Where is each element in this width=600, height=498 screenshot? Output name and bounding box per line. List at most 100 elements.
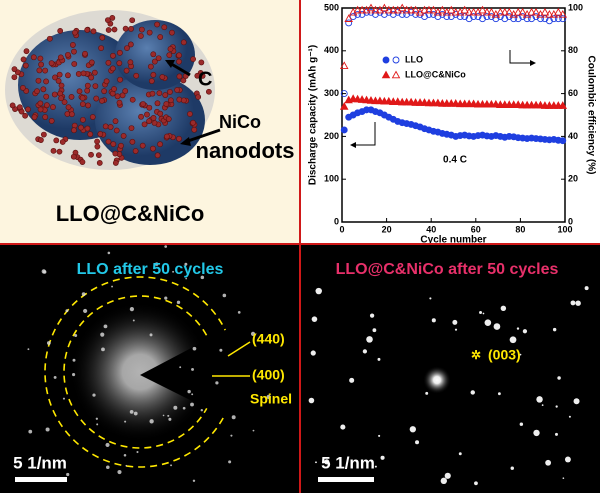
- nanodot: [95, 152, 102, 159]
- point: [366, 3, 376, 12]
- nanodot: [155, 55, 162, 62]
- nanodot: [48, 118, 55, 124]
- point: [447, 5, 456, 14]
- spot: [552, 327, 557, 332]
- spot: [103, 324, 108, 329]
- spot: [315, 461, 317, 464]
- spot: [219, 348, 223, 352]
- nanodot: [30, 54, 37, 61]
- nanodot: [105, 17, 111, 24]
- spot: [409, 426, 416, 433]
- nanodot: [58, 95, 64, 102]
- nanodot: [11, 66, 18, 73]
- nanodot: [180, 77, 187, 84]
- nanodot: [87, 131, 94, 138]
- spot: [493, 323, 501, 330]
- spot: [362, 349, 368, 354]
- point: [380, 10, 388, 18]
- spot: [187, 389, 191, 394]
- nanodot: [72, 29, 78, 36]
- nanodot: [116, 49, 123, 56]
- spot: [192, 479, 196, 482]
- y2-tick-label: 40: [568, 131, 578, 141]
- nanodot: [149, 90, 156, 97]
- spot: [440, 477, 447, 485]
- spot: [519, 422, 524, 426]
- spot: [557, 376, 561, 380]
- x-tick-label: 80: [515, 224, 525, 234]
- nanodot: [169, 29, 175, 36]
- nanodot: [42, 67, 49, 74]
- nanodot: [46, 35, 53, 42]
- nanodot: [79, 101, 86, 108]
- point: [523, 15, 531, 23]
- x-tick-label: 20: [382, 224, 392, 234]
- point: [420, 5, 429, 14]
- point: [438, 10, 446, 18]
- label: NiCo: [219, 112, 261, 132]
- point: [505, 13, 513, 21]
- point: [483, 13, 491, 21]
- point: [340, 126, 348, 134]
- spot: [510, 466, 514, 470]
- center-spot: [423, 366, 451, 394]
- y2-tick-label: 80: [568, 45, 578, 55]
- nanodot: [107, 124, 114, 130]
- nanodot: [70, 42, 76, 48]
- point: [559, 15, 567, 23]
- nanodot: [167, 97, 174, 104]
- spot: [575, 300, 581, 306]
- point: [371, 5, 380, 14]
- point: [528, 15, 535, 23]
- nanodot: [84, 87, 91, 94]
- nanodot: [65, 104, 72, 111]
- nanodot: [56, 71, 63, 78]
- nanodot: [150, 145, 156, 152]
- nanodot: [157, 141, 163, 148]
- spot: [374, 465, 377, 468]
- nanodot: [199, 72, 206, 79]
- nanodot: [9, 102, 16, 109]
- legend-label: LLO: [405, 54, 423, 64]
- point: [406, 5, 416, 14]
- spot: [237, 311, 241, 314]
- spot: [184, 262, 188, 266]
- point: [531, 7, 541, 16]
- point: [344, 14, 353, 22]
- nanodot: [138, 113, 144, 120]
- point: [469, 7, 478, 16]
- spot: [124, 420, 127, 423]
- nanodot: [88, 151, 94, 158]
- chart-bg: [300, 0, 600, 244]
- label: (400): [252, 367, 285, 383]
- label: (003): [488, 347, 521, 363]
- spot: [191, 393, 194, 396]
- nanodot: [164, 133, 170, 140]
- nanodot: [141, 121, 148, 128]
- point: [353, 5, 362, 14]
- nanodot: [127, 59, 134, 66]
- spot: [107, 251, 111, 255]
- spot: [429, 297, 432, 300]
- y2-tick-label: 60: [568, 88, 578, 98]
- spot: [377, 357, 381, 361]
- nanodot: [105, 138, 112, 145]
- point: [474, 13, 482, 21]
- nanodot: [57, 27, 64, 34]
- arrow: [352, 122, 376, 146]
- spot: [125, 464, 128, 467]
- point: [429, 10, 437, 18]
- nanodot: [144, 111, 150, 118]
- arrowhead: [530, 60, 536, 66]
- nanodot: [76, 88, 83, 95]
- nanodot: [174, 87, 181, 93]
- nanodot: [105, 59, 112, 66]
- spot: [149, 419, 154, 424]
- nanodot: [50, 147, 57, 154]
- spot: [562, 477, 565, 479]
- point: [460, 5, 469, 14]
- point: [403, 10, 411, 18]
- nanodot: [38, 61, 44, 68]
- spot: [482, 312, 485, 315]
- point: [492, 15, 500, 23]
